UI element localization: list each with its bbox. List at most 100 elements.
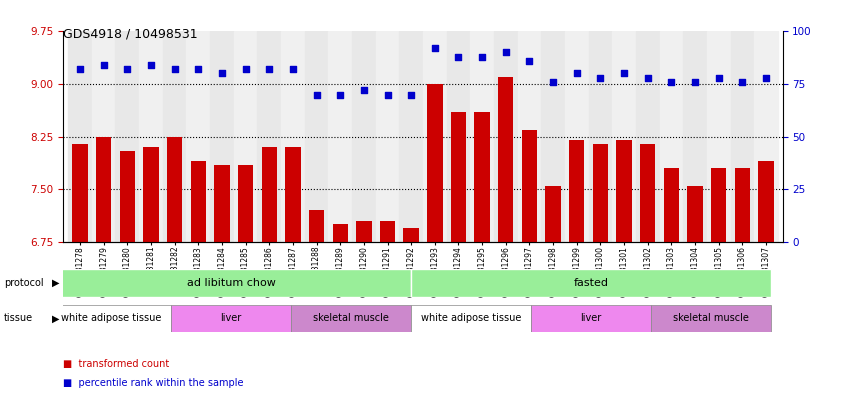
Point — [759, 75, 772, 81]
Point — [641, 75, 655, 81]
Bar — [663, 168, 679, 242]
Point — [191, 66, 205, 72]
Bar — [309, 210, 324, 242]
Bar — [687, 185, 703, 242]
Bar — [119, 151, 135, 242]
Bar — [356, 220, 371, 242]
Point — [475, 53, 489, 60]
Bar — [447, 31, 470, 242]
Bar — [730, 31, 754, 242]
Text: liver: liver — [580, 313, 602, 323]
Bar — [291, 305, 411, 332]
Bar — [399, 31, 423, 242]
Bar — [518, 31, 541, 242]
Bar — [171, 305, 291, 332]
Bar — [593, 143, 608, 242]
Point — [547, 79, 560, 85]
Bar — [404, 228, 419, 242]
Bar — [190, 161, 206, 242]
Text: white adipose tissue: white adipose tissue — [61, 313, 162, 323]
Bar — [531, 305, 651, 332]
Point — [262, 66, 276, 72]
Bar — [305, 31, 328, 242]
Bar — [498, 77, 514, 242]
Bar — [376, 31, 399, 242]
Bar — [569, 140, 585, 242]
Text: skeletal muscle: skeletal muscle — [673, 313, 749, 323]
Point — [239, 66, 252, 72]
Text: tissue: tissue — [4, 313, 33, 323]
Bar — [754, 31, 777, 242]
Bar — [139, 31, 162, 242]
Point — [310, 91, 323, 97]
Bar — [72, 143, 88, 242]
Bar — [636, 31, 660, 242]
Point — [168, 66, 181, 72]
Bar — [352, 31, 376, 242]
Bar — [411, 305, 531, 332]
Bar — [613, 31, 636, 242]
Point — [428, 45, 442, 51]
Text: fasted: fasted — [574, 278, 608, 288]
Bar — [186, 31, 210, 242]
Bar — [143, 147, 159, 242]
Bar — [214, 165, 229, 242]
Bar — [285, 147, 300, 242]
Text: skeletal muscle: skeletal muscle — [313, 313, 389, 323]
Bar — [546, 185, 561, 242]
Text: ■  percentile rank within the sample: ■ percentile rank within the sample — [63, 378, 244, 388]
Bar — [52, 305, 171, 332]
Bar — [427, 84, 442, 242]
Bar — [451, 112, 466, 242]
Bar — [651, 305, 771, 332]
Point — [594, 75, 607, 81]
Text: ad libitum chow: ad libitum chow — [187, 278, 276, 288]
Bar — [162, 31, 186, 242]
Bar — [470, 31, 494, 242]
Text: protocol: protocol — [4, 278, 44, 288]
Text: white adipose tissue: white adipose tissue — [420, 313, 521, 323]
Bar — [167, 136, 183, 242]
Bar — [281, 31, 305, 242]
Bar — [734, 168, 750, 242]
Text: liver: liver — [221, 313, 242, 323]
Bar — [565, 31, 589, 242]
Point — [452, 53, 465, 60]
Bar — [238, 165, 253, 242]
Point — [499, 49, 513, 55]
Bar — [233, 31, 257, 242]
Point — [333, 91, 347, 97]
Bar — [210, 31, 233, 242]
Point — [665, 79, 678, 85]
Point — [97, 62, 111, 68]
Text: ▶: ▶ — [52, 278, 60, 288]
Bar — [684, 31, 707, 242]
Text: GDS4918 / 10498531: GDS4918 / 10498531 — [63, 28, 198, 40]
Bar — [96, 136, 112, 242]
Bar — [116, 31, 139, 242]
Bar — [660, 31, 684, 242]
Bar — [328, 31, 352, 242]
Bar — [711, 168, 727, 242]
Point — [689, 79, 702, 85]
Bar — [522, 130, 537, 242]
Point — [357, 87, 371, 94]
Bar — [261, 147, 277, 242]
Bar — [69, 31, 92, 242]
Point — [735, 79, 749, 85]
Bar — [380, 220, 395, 242]
Bar — [257, 31, 281, 242]
Bar — [758, 161, 774, 242]
Point — [570, 70, 584, 77]
Point — [144, 62, 157, 68]
Point — [381, 91, 394, 97]
Point — [523, 58, 536, 64]
Point — [120, 66, 134, 72]
Text: ▶: ▶ — [52, 313, 60, 323]
Point — [618, 70, 631, 77]
Bar — [707, 31, 730, 242]
Bar — [541, 31, 565, 242]
Point — [404, 91, 418, 97]
Bar — [589, 31, 613, 242]
Point — [215, 70, 228, 77]
